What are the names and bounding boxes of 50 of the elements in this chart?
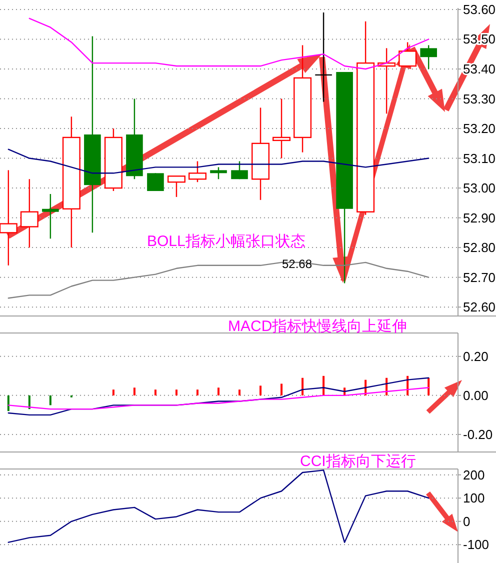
y-tick-label: 0.20 xyxy=(463,348,488,364)
y-tick-label: 52.80 xyxy=(463,240,496,256)
candlestick xyxy=(42,193,59,240)
y-tick-label: -0.20 xyxy=(463,426,493,442)
candlestick xyxy=(420,44,437,70)
bar xyxy=(133,388,136,396)
y-tick-label: 0 xyxy=(463,514,470,529)
y-tick-label: 0.00 xyxy=(463,388,488,403)
line-series xyxy=(28,18,430,70)
y-tick-label: 53.00 xyxy=(463,180,496,196)
annotation: BOLL指标小幅张口状态 xyxy=(147,233,306,250)
candlestick xyxy=(231,160,248,180)
bar xyxy=(49,395,52,406)
bar xyxy=(280,384,283,396)
annotation: CCI指标向下运行 xyxy=(300,453,416,470)
bar xyxy=(154,390,156,396)
annotation: MACD指标快慢线向上延伸 xyxy=(228,318,408,335)
bar xyxy=(112,390,114,396)
y-tick-label: 52.60 xyxy=(463,300,496,315)
candlestick xyxy=(20,178,38,248)
bar xyxy=(302,378,304,396)
candlestick xyxy=(210,166,227,180)
bar xyxy=(322,376,325,396)
candlestick xyxy=(398,42,417,67)
candlestick xyxy=(0,170,18,266)
y-tick-label: 52.90 xyxy=(463,210,496,226)
candlestick xyxy=(167,176,186,198)
y-tick-label: 53.30 xyxy=(463,91,496,106)
y-tick-label: 52.70 xyxy=(463,270,496,285)
y-tick-label: 200 xyxy=(463,467,485,482)
annotation: 52.68 xyxy=(282,257,312,271)
line-series xyxy=(8,148,430,174)
bar xyxy=(260,386,262,396)
bar xyxy=(217,388,220,396)
bar xyxy=(196,390,198,396)
y-tick-label: -100 xyxy=(463,537,490,552)
line-series xyxy=(8,262,430,299)
bar xyxy=(175,390,178,396)
y-tick-label: 53.20 xyxy=(463,121,496,136)
bar xyxy=(238,390,241,396)
y-tick-label: 53.10 xyxy=(463,150,496,166)
bar xyxy=(428,378,430,396)
candlestick xyxy=(272,98,291,159)
y-tick-label: 100 xyxy=(463,490,485,506)
candlestick xyxy=(188,160,206,183)
y-tick-label: 53.60 xyxy=(463,2,496,17)
line-series xyxy=(8,470,430,543)
bar xyxy=(28,395,30,410)
candlestick xyxy=(314,12,333,102)
candlestick xyxy=(147,172,164,192)
